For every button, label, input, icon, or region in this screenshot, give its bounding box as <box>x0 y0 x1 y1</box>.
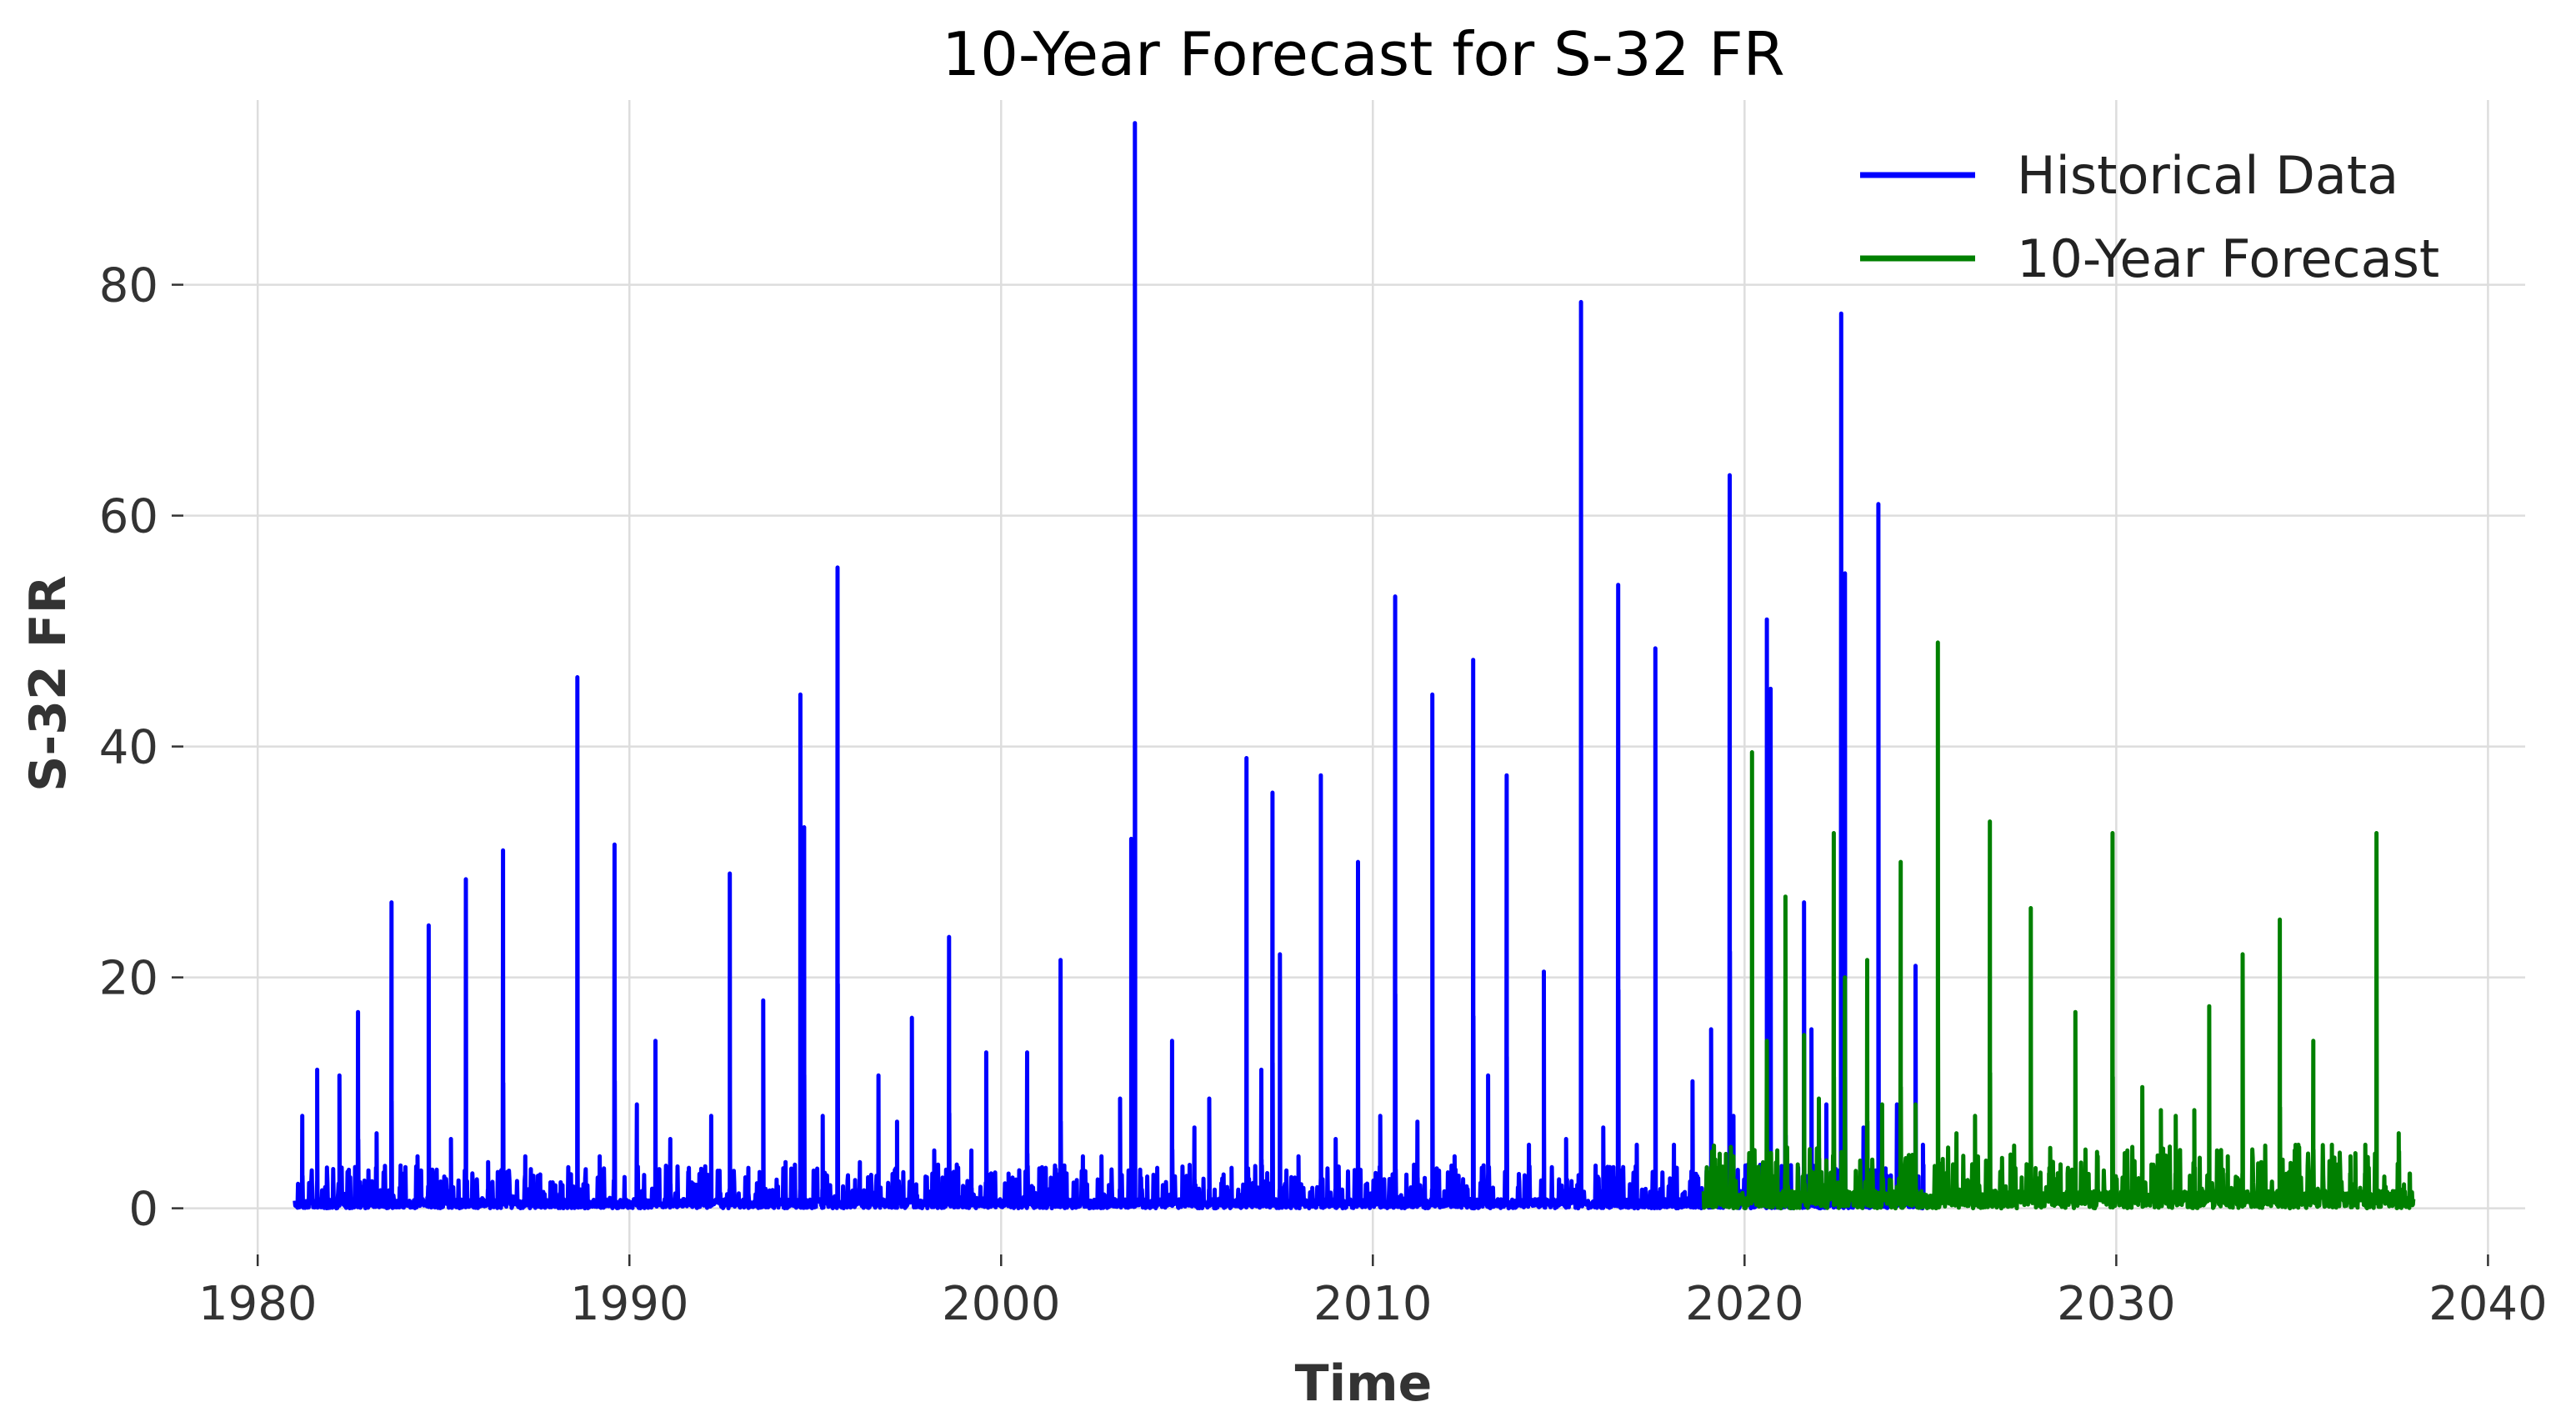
x-tick-label: 1980 <box>198 1277 318 1331</box>
y-grid <box>183 283 2525 1209</box>
forecast-line <box>1701 640 2416 1211</box>
legend-label-historical: Historical Data <box>2017 145 2398 206</box>
legend-label-forecast: 10-Year Forecast <box>2017 228 2439 289</box>
x-tick-label: 2010 <box>1313 1277 1433 1331</box>
x-tick-label: 2000 <box>942 1277 1061 1331</box>
x-tick-label: 2040 <box>2428 1277 2548 1331</box>
x-axis-label: Time <box>1295 1354 1433 1413</box>
y-tick-label: 60 <box>99 490 158 544</box>
x-grid <box>256 100 2489 1254</box>
y-tick-label: 0 <box>128 1183 158 1237</box>
y-axis-label: S-32 FR <box>19 575 78 792</box>
x-axis-ticks: 1980 1990 2000 2010 2020 2030 2040 <box>198 1254 2548 1331</box>
y-tick-label: 40 <box>99 721 158 775</box>
x-tick-label: 2020 <box>1685 1277 1804 1331</box>
historical-data-line <box>293 121 1929 1211</box>
x-tick-label: 2030 <box>2057 1277 2176 1331</box>
series-layer <box>293 121 2416 1211</box>
legend: Historical Data 10-Year Forecast <box>1860 145 2439 289</box>
y-tick-label: 80 <box>99 259 158 313</box>
y-tick-label: 20 <box>99 952 158 1006</box>
y-axis-ticks: 0 20 40 60 80 <box>99 259 183 1237</box>
chart-title: 10-Year Forecast for S-32 FR <box>942 19 1784 89</box>
x-tick-label: 1990 <box>570 1277 689 1331</box>
